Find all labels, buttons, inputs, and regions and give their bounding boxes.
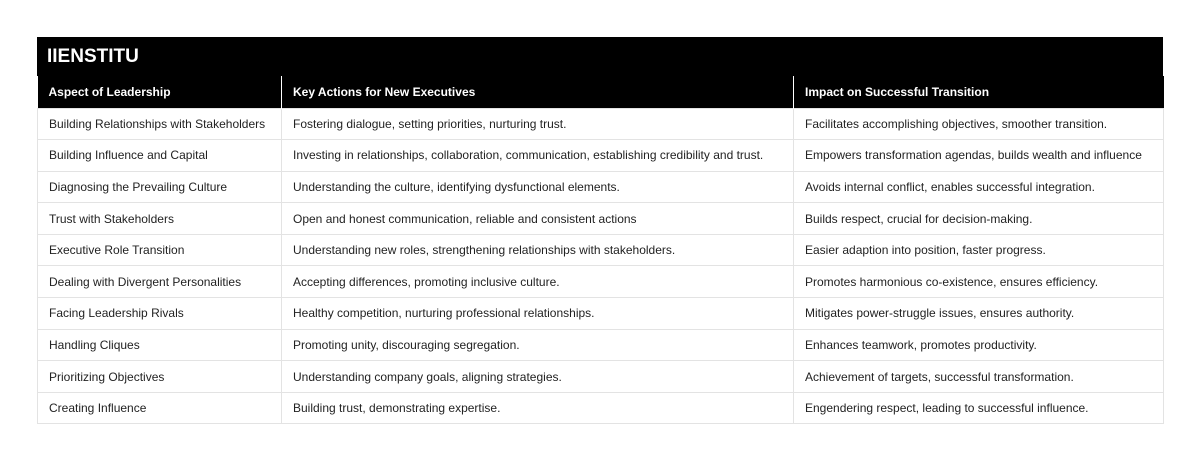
table-row: Creating Influence Building trust, demons…: [37, 391, 1164, 425]
table-cell: Healthy competition, nurturing professio…: [281, 297, 794, 330]
table-cell: Trust with Stakeholders: [37, 202, 282, 235]
table-cell: Handling Cliques: [37, 328, 282, 362]
table-cell: Building Influence and Capital: [37, 139, 282, 172]
table-cell: Easier adaption into position, faster pr…: [793, 233, 1164, 267]
table-row: Facing Leadership Rivals Healthy competit…: [37, 297, 1164, 330]
table-cell: Achievement of targets, successful trans…: [793, 360, 1164, 393]
table-row: Building Influence and Capital Investing …: [37, 139, 1164, 172]
table-cell: Promotes harmonious co-existence, ensure…: [793, 265, 1164, 299]
table-cell: Enhances teamwork, promotes productivity…: [793, 328, 1164, 362]
table-cell: Investing in relationships, collaboratio…: [281, 139, 794, 172]
table-cell: Creating Influence: [37, 391, 282, 425]
table-body: Building Relationships with Stakeholders…: [37, 107, 1164, 425]
table-cell: Prioritizing Objectives: [37, 360, 282, 393]
table-row: Dealing with Divergent Personalities Acce…: [37, 265, 1164, 299]
table: Aspect of Leadership Key Actions for New …: [37, 76, 1164, 425]
column-header: Impact on Successful Transition: [793, 76, 1164, 108]
table-cell: Empowers transformation agendas, builds …: [793, 139, 1164, 172]
table-row: Executive Role Transition Understanding n…: [37, 233, 1164, 267]
table-cell: Mitigates power-struggle issues, ensures…: [793, 297, 1164, 330]
table-cell: Understanding company goals, aligning st…: [281, 360, 794, 393]
table-cell: Diagnosing the Prevailing Culture: [37, 170, 282, 204]
table-cell: Facing Leadership Rivals: [37, 297, 282, 330]
table-cell: Fostering dialogue, setting priorities, …: [281, 107, 794, 141]
table-cell: Building Relationships with Stakeholders: [37, 107, 282, 141]
table-cell: Executive Role Transition: [37, 233, 282, 267]
table-row: Diagnosing the Prevailing Culture Underst…: [37, 170, 1164, 204]
table-container: IIENSTITU Aspect of Leadership Key Action…: [37, 37, 1164, 425]
table-cell: Understanding new roles, strengthening r…: [281, 233, 794, 267]
table-row: Building Relationships with Stakeholders…: [37, 107, 1164, 141]
table-cell: Facilitates accomplishing objectives, sm…: [793, 107, 1164, 141]
table-cell: Avoids internal conflict, enables succes…: [793, 170, 1164, 204]
table-row: Trust with Stakeholders Open and honest c…: [37, 202, 1164, 235]
table-cell: Open and honest communication, reliable …: [281, 202, 794, 235]
table-cell: Builds respect, crucial for decision-mak…: [793, 202, 1164, 235]
table-head: Aspect of Leadership Key Actions for New …: [37, 76, 1164, 108]
table-cell: Accepting differences, promoting inclusi…: [281, 265, 794, 299]
table-cell: Engendering respect, leading to successf…: [793, 391, 1164, 425]
table-cell: Promoting unity, discouraging segregatio…: [281, 328, 794, 362]
header-row: Aspect of Leadership Key Actions for New …: [37, 76, 1164, 108]
table-title: IIENSTITU: [37, 37, 1163, 76]
column-header: Aspect of Leadership: [37, 76, 282, 108]
column-header: Key Actions for New Executives: [281, 76, 794, 108]
table-cell: Understanding the culture, identifying d…: [281, 170, 794, 204]
table-row: Prioritizing Objectives Understanding com…: [37, 360, 1164, 393]
table-row: Handling Cliques Promoting unity, discour…: [37, 328, 1164, 362]
table-cell: Dealing with Divergent Personalities: [37, 265, 282, 299]
table-cell: Building trust, demonstrating expertise.: [281, 391, 794, 425]
